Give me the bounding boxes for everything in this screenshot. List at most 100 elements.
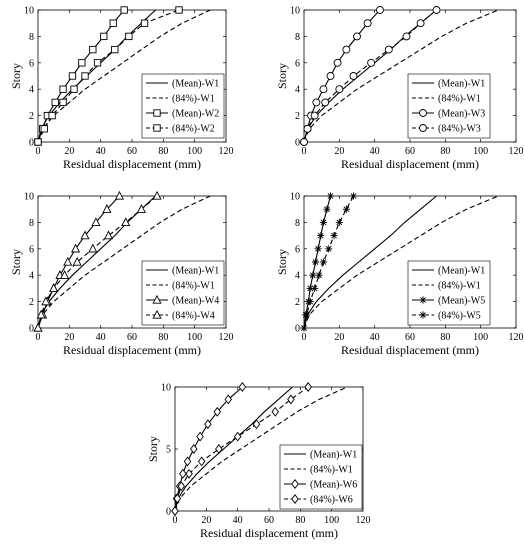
series-line <box>174 386 348 512</box>
legend: (Mean)-W1 (84%)-W1 (Mean)-W2 (84%)-W2 <box>141 73 225 139</box>
series-(84%)-W5 <box>300 192 358 332</box>
data-point <box>317 232 325 240</box>
x-tick-label: 20 <box>64 332 74 343</box>
y-tick-label: 8 <box>295 32 300 43</box>
series-line <box>174 386 293 512</box>
data-point <box>59 85 67 93</box>
legend-marker <box>419 311 427 319</box>
legend-marker <box>153 109 161 117</box>
x-tick-label: 60 <box>127 332 137 343</box>
data-point <box>303 124 312 133</box>
data-point <box>63 256 73 266</box>
y-tick-label: 0 <box>29 138 34 149</box>
data-point <box>319 218 328 226</box>
data-point <box>353 32 361 41</box>
y-tick-label: 0 <box>166 507 171 518</box>
series-(84%)-W6 <box>171 382 312 516</box>
data-point <box>51 98 59 107</box>
x-tick-label: 120 <box>509 332 524 343</box>
data-point <box>109 19 117 27</box>
legend-entry: (Mean)-W1 <box>172 79 219 90</box>
legend: (Mean)-W1 (84%)-W1 (Mean)-W6 (84%)-W6 <box>279 444 363 510</box>
legend-entry: (Mean)-W1 <box>172 266 219 277</box>
legend-entry: (84%)-W1 <box>172 94 215 105</box>
chart-panel-4: 0 20 40 60 80 100 120 0 2 4 6 8 10 Residual displacem… <box>275 192 524 358</box>
data-point <box>333 58 342 67</box>
y-tick-label: 10 <box>290 192 300 203</box>
data-point <box>310 111 319 120</box>
data-point <box>102 204 112 213</box>
series-(84%)-W1 <box>303 9 499 143</box>
series-(Mean)-W1 <box>303 195 437 329</box>
data-point <box>71 243 81 253</box>
data-point <box>49 283 59 293</box>
data-point <box>204 419 212 430</box>
x-tick-label: 80 <box>440 332 450 343</box>
x-tick-label: 100 <box>187 146 202 157</box>
y-axis-label: Story <box>9 249 23 275</box>
data-point <box>238 382 247 392</box>
y-tick-label: 4 <box>29 271 34 282</box>
x-tick-label: 100 <box>473 332 488 343</box>
x-tick-label: 0 <box>302 332 307 343</box>
data-point <box>335 85 344 94</box>
chart-panel-2: 0 20 40 60 80 100 120 0 2 4 6 8 10 Residual displacem… <box>275 6 524 172</box>
data-point <box>114 190 125 200</box>
data-point <box>323 205 331 213</box>
legend-entry: (Mean)-W5 <box>438 296 485 307</box>
data-point <box>185 468 193 479</box>
data-point <box>48 111 56 120</box>
series-line <box>303 195 437 329</box>
data-point <box>384 45 393 54</box>
y-tick-label: 6 <box>29 58 34 69</box>
chart-panel-5: 0 20 40 60 80 100 120 0 5 10 Residual displacement… <box>146 382 371 540</box>
legend-marker <box>291 479 299 489</box>
legend-entry: (84%)-W1 <box>310 465 353 476</box>
x-tick-label: 60 <box>405 146 415 157</box>
x-tick-label: 60 <box>127 146 137 157</box>
data-point <box>33 322 43 332</box>
series-line <box>37 195 211 329</box>
x-axis-label: Residual displacement (mm) <box>341 157 479 171</box>
legend-entry: (Mean)-W6 <box>310 480 357 491</box>
y-axis-label: Story <box>146 436 160 462</box>
x-axis-label: Residual displacement (mm) <box>63 157 201 171</box>
legend-entry: (Mean)-W3 <box>438 109 485 120</box>
y-tick-label: 2 <box>295 297 300 308</box>
data-point <box>432 6 441 14</box>
data-point <box>311 258 320 266</box>
data-point <box>93 59 102 67</box>
x-tick-label: 20 <box>201 515 211 526</box>
legend-marker <box>419 124 427 132</box>
series-line <box>37 9 125 143</box>
x-tick-label: 120 <box>356 515 371 526</box>
legend-entry: (Mean)-W1 <box>438 79 485 90</box>
data-point <box>91 217 101 227</box>
legend-entry: (84%)-W1 <box>438 281 481 292</box>
data-point <box>70 85 78 93</box>
data-point <box>68 72 77 80</box>
x-tick-label: 60 <box>264 515 274 526</box>
data-point <box>252 419 261 430</box>
x-tick-label: 60 <box>405 332 415 343</box>
data-point <box>40 125 48 133</box>
x-tick-label: 40 <box>370 332 380 343</box>
legend-marker <box>291 494 299 504</box>
y-tick-label: 4 <box>295 85 300 96</box>
data-point <box>300 324 308 332</box>
x-tick-label: 100 <box>187 332 202 343</box>
series-line <box>37 9 156 143</box>
legend-entry: (84%)-W6 <box>310 495 353 506</box>
x-tick-label: 120 <box>219 146 234 157</box>
data-point <box>120 6 128 14</box>
y-tick-label: 0 <box>29 324 34 335</box>
data-point <box>88 243 98 253</box>
data-point <box>190 444 198 454</box>
data-point <box>177 481 186 492</box>
data-point <box>309 271 317 279</box>
x-tick-label: 40 <box>370 146 380 157</box>
data-point <box>224 394 233 405</box>
data-point <box>416 19 425 28</box>
data-point <box>171 506 179 516</box>
